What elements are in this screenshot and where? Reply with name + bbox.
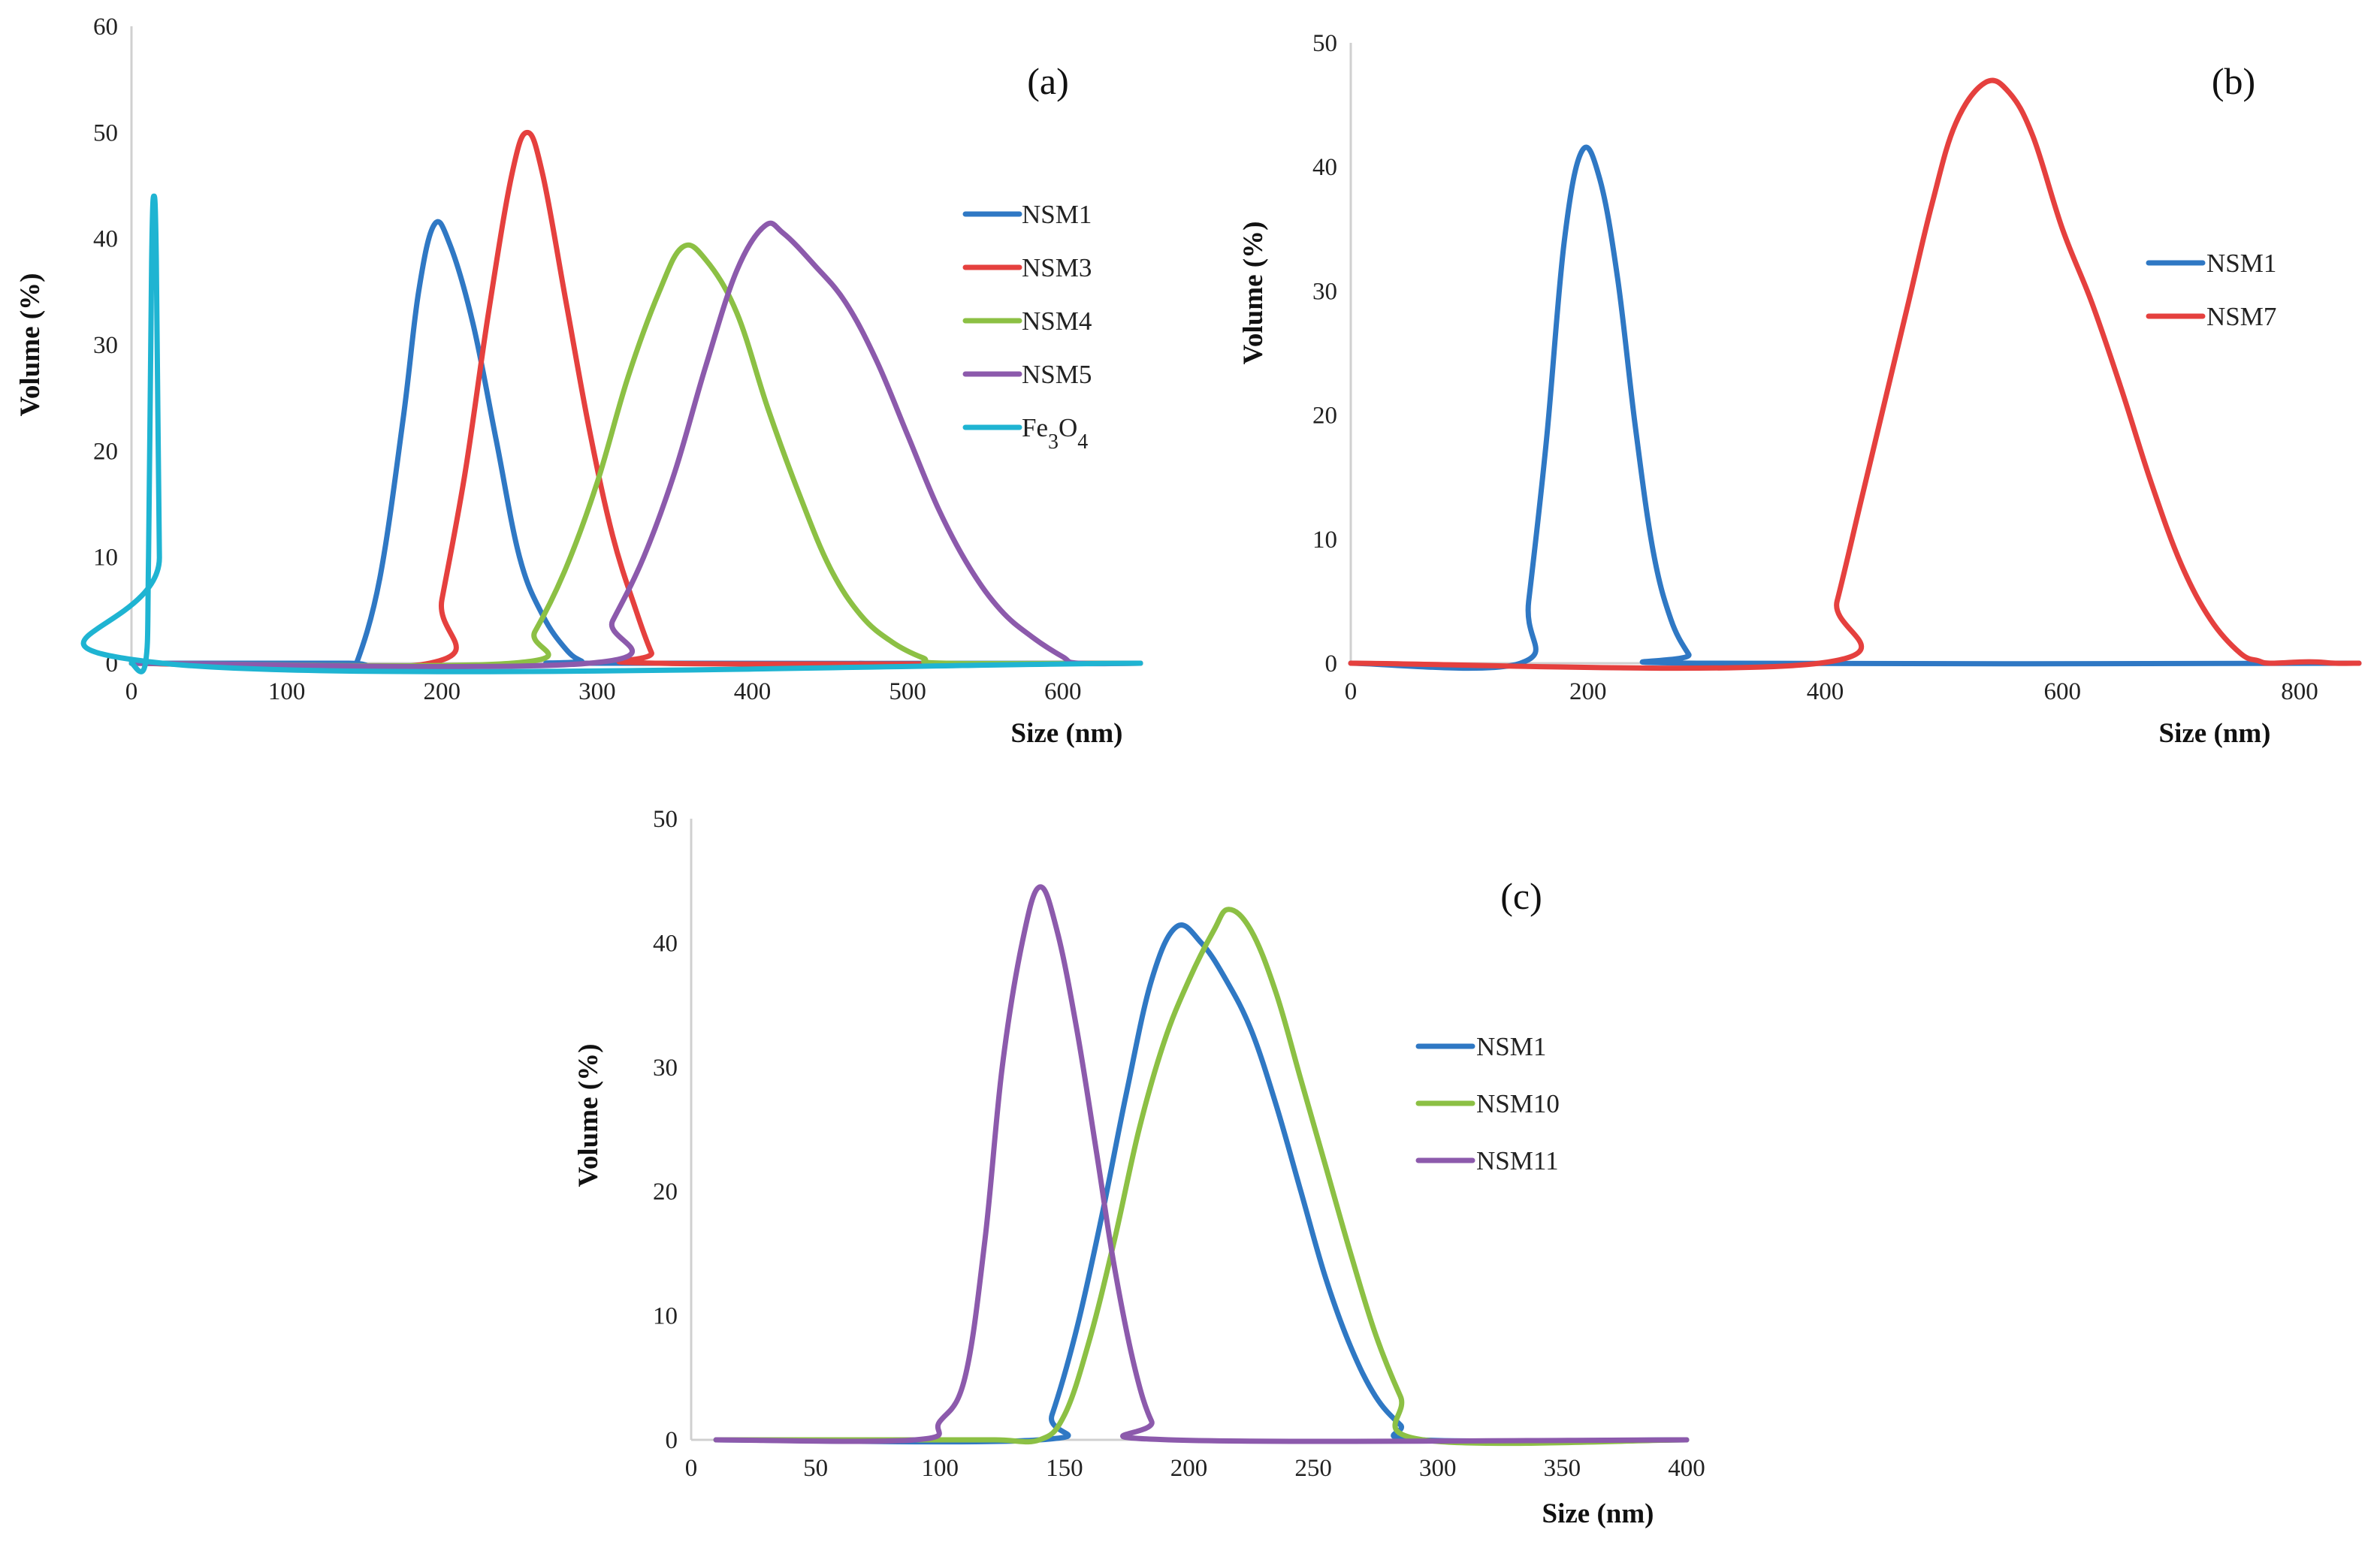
x-tick-label: 400 — [734, 678, 772, 705]
y-axis-title: Volume (%) — [1238, 222, 1269, 365]
y-tick-label: 40 — [1312, 154, 1337, 181]
x-tick-label: 400 — [1668, 1455, 1705, 1482]
x-tick-label: 600 — [1044, 678, 1082, 705]
x-tick-label: 200 — [423, 678, 461, 705]
y-axis-title: Volume (%) — [15, 273, 46, 417]
x-tick-label: 50 — [803, 1455, 828, 1482]
series-line-feo — [80, 193, 1143, 674]
x-tick-label: 0 — [1345, 678, 1358, 705]
chart-panel-b: 0 10 20 30 40 50 0 200 400 600 800 Size (nm) Volume … — [1238, 30, 2362, 749]
legend-label: NSM10 — [1476, 1089, 1560, 1118]
x-tick-label: 300 — [578, 678, 616, 705]
x-tick-label: 800 — [2281, 678, 2318, 705]
x-axis-title: Size (nm) — [1011, 718, 1123, 749]
legend-label: NSM4 — [1022, 306, 1092, 336]
x-tick-label: 200 — [1569, 678, 1607, 705]
x-tick-label: 350 — [1544, 1455, 1581, 1482]
y-tick-label: 50 — [93, 119, 118, 146]
y-tick-label: 10 — [93, 545, 118, 572]
series-line-nsm7 — [1348, 77, 2362, 671]
x-tick-label: 0 — [125, 678, 138, 705]
x-tick-label: 200 — [1170, 1455, 1208, 1482]
y-tick-label: 30 — [93, 332, 118, 359]
series-line-nsm11 — [713, 884, 1690, 1444]
x-tick-label: 600 — [2044, 678, 2082, 705]
x-tick-label: 100 — [922, 1455, 959, 1482]
y-tick-label: 40 — [653, 930, 678, 957]
y-tick-label: 30 — [653, 1055, 678, 1082]
y-tick-label: 50 — [653, 806, 678, 833]
panel-label: (c) — [1500, 875, 1542, 917]
y-tick-label: 20 — [653, 1178, 678, 1206]
legend-label: NSM1 — [2206, 249, 2276, 278]
x-tick-label: 500 — [889, 678, 926, 705]
series-line-nsm4 — [128, 242, 1143, 668]
x-tick-label: 0 — [685, 1455, 698, 1482]
legend-label: Fe3O4 — [1022, 413, 1088, 454]
x-tick-label: 250 — [1294, 1455, 1332, 1482]
legend-label: NSM3 — [1022, 253, 1092, 282]
x-tick-label: 100 — [268, 678, 306, 705]
legend-label: NSM5 — [1022, 360, 1092, 389]
y-axis-title: Volume (%) — [573, 1044, 604, 1187]
y-tick-label: 20 — [1312, 403, 1337, 430]
y-tick-label: 20 — [93, 438, 118, 465]
panel-label: (b) — [2212, 60, 2255, 102]
y-tick-label: 30 — [1312, 278, 1337, 305]
chart-panel-c: 0 10 20 30 40 50 0 50 100 150 200 250 300 350 400 Size … — [573, 806, 1705, 1529]
legend-label: NSM11 — [1476, 1146, 1559, 1175]
y-tick-label: 10 — [1312, 527, 1337, 554]
y-tick-label: 40 — [93, 226, 118, 253]
x-tick-label: 400 — [1807, 678, 1844, 705]
x-axis-title: Size (nm) — [2159, 718, 2271, 749]
series-line-nsm3 — [128, 129, 1143, 671]
series-line-nsm1 — [713, 922, 1690, 1445]
x-axis-title: Size (nm) — [1542, 1498, 1654, 1529]
legend-label: NSM1 — [1476, 1032, 1546, 1061]
legend-label: NSM1 — [1022, 200, 1092, 229]
y-tick-label: 0 — [1325, 650, 1338, 677]
y-tick-label: 50 — [1312, 30, 1337, 57]
x-tick-label: 300 — [1419, 1455, 1457, 1482]
y-tick-label: 0 — [666, 1427, 678, 1454]
y-tick-label: 60 — [93, 14, 118, 41]
legend-label: NSM7 — [2206, 302, 2276, 331]
panel-label: (a) — [1027, 60, 1069, 102]
x-tick-label: 150 — [1046, 1455, 1083, 1482]
y-tick-label: 10 — [653, 1303, 678, 1330]
series-line-nsm10 — [713, 907, 1690, 1447]
series-line-nsm5 — [128, 220, 1143, 670]
series-line-nsm1 — [1348, 144, 2362, 671]
